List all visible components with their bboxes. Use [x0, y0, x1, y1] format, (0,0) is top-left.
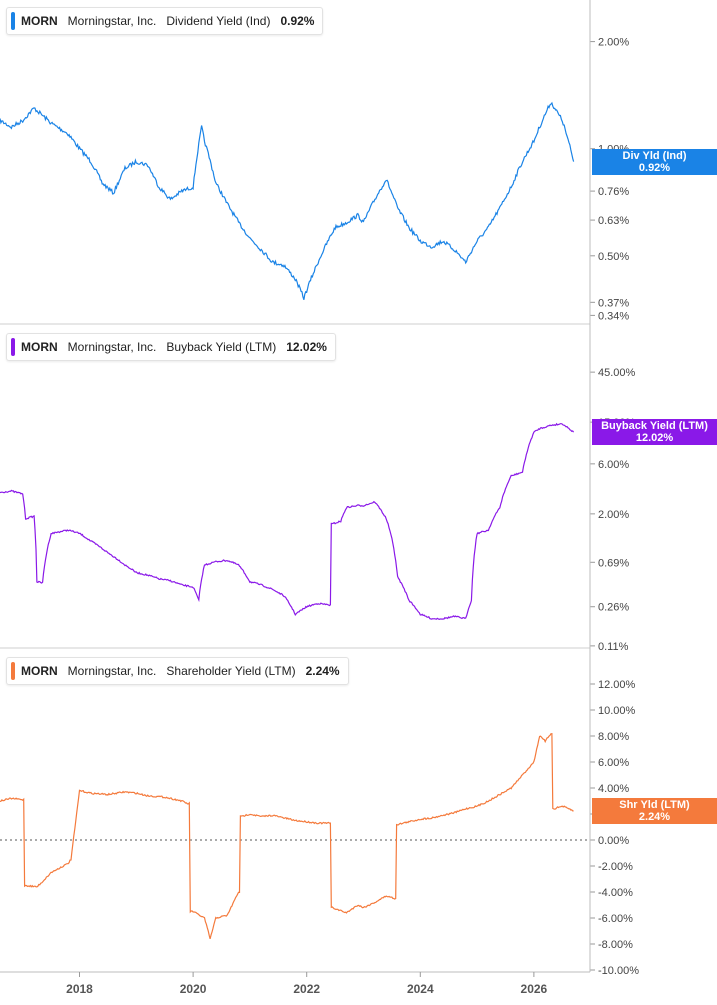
y-tick-label: 0.00% [598, 835, 629, 847]
legend-dividend-yield: MORN Morningstar, Inc. Dividend Yield (I… [6, 7, 324, 35]
y-tick-label: -4.00% [598, 887, 633, 899]
buyback-yield-value-tag: Buyback Yield (LTM) 12.02% [592, 419, 717, 446]
series-line [0, 733, 574, 940]
y-tick-label: 0.11% [598, 641, 629, 653]
y-tick-label: 10.00% [598, 705, 636, 717]
x-tick-label: 2018 [66, 982, 93, 996]
series-line [0, 422, 575, 620]
metric-value: 0.92% [280, 14, 315, 28]
y-tick-label: 0.63% [598, 215, 629, 227]
series-line [0, 101, 575, 300]
y-tick-label: 6.00% [598, 757, 629, 769]
ticker: MORN [21, 14, 58, 28]
tag-value: 2.24% [638, 810, 671, 823]
y-tick-label: 0.37% [598, 297, 629, 309]
y-tick-label: -2.00% [598, 861, 633, 873]
x-tick-label: 2026 [521, 982, 548, 996]
ticker: MORN [21, 664, 58, 678]
tag-label: Div Yld (Ind) [622, 149, 687, 162]
y-tick-label: 2.00% [598, 509, 629, 521]
y-tick-label: 45.00% [598, 367, 636, 379]
company-name: Morningstar, Inc. [67, 14, 157, 28]
series-color-marker [11, 338, 15, 356]
series-color-marker [11, 12, 15, 30]
metric-name: Shareholder Yield (LTM) [166, 664, 296, 678]
metric-value: 12.02% [286, 340, 327, 354]
y-tick-label: 0.76% [598, 186, 629, 198]
series-color-marker [11, 662, 15, 680]
metric-value: 2.24% [305, 664, 340, 678]
tag-label: Shr Yld (LTM) [619, 798, 690, 811]
tag-label: Buyback Yield (LTM) [601, 420, 708, 433]
company-name: Morningstar, Inc. [67, 664, 157, 678]
y-tick-label: 0.69% [598, 557, 629, 569]
shareholder-yield-value-tag: Shr Yld (LTM) 2.24% [592, 797, 717, 824]
company-name: Morningstar, Inc. [67, 340, 157, 354]
ticker: MORN [21, 340, 58, 354]
tag-value: 0.92% [638, 161, 671, 174]
y-tick-label: -10.00% [598, 965, 639, 977]
y-tick-label: 4.00% [598, 783, 629, 795]
y-tick-label: 6.00% [598, 459, 629, 471]
legend-shareholder-yield: MORN Morningstar, Inc. Shareholder Yield… [6, 657, 349, 685]
y-tick-label: 0.26% [598, 602, 629, 614]
metric-name: Buyback Yield (LTM) [166, 340, 277, 354]
y-tick-label: 0.50% [598, 251, 629, 263]
y-tick-label: 8.00% [598, 731, 629, 743]
x-tick-label: 2020 [180, 982, 207, 996]
y-tick-label: -6.00% [598, 913, 633, 925]
y-tick-label: -8.00% [598, 939, 633, 951]
dividend-yield-value-tag: Div Yld (Ind) 0.92% [592, 148, 717, 175]
metric-name: Dividend Yield (Ind) [166, 14, 271, 28]
x-tick-label: 2024 [407, 982, 434, 996]
legend-buyback-yield: MORN Morningstar, Inc. Buyback Yield (LT… [6, 333, 336, 361]
tag-value: 12.02% [635, 432, 674, 445]
x-tick-label: 2022 [293, 982, 320, 996]
y-tick-label: 0.34% [598, 310, 629, 322]
y-tick-label: 12.00% [598, 679, 636, 691]
y-tick-label: 2.00% [598, 37, 629, 49]
